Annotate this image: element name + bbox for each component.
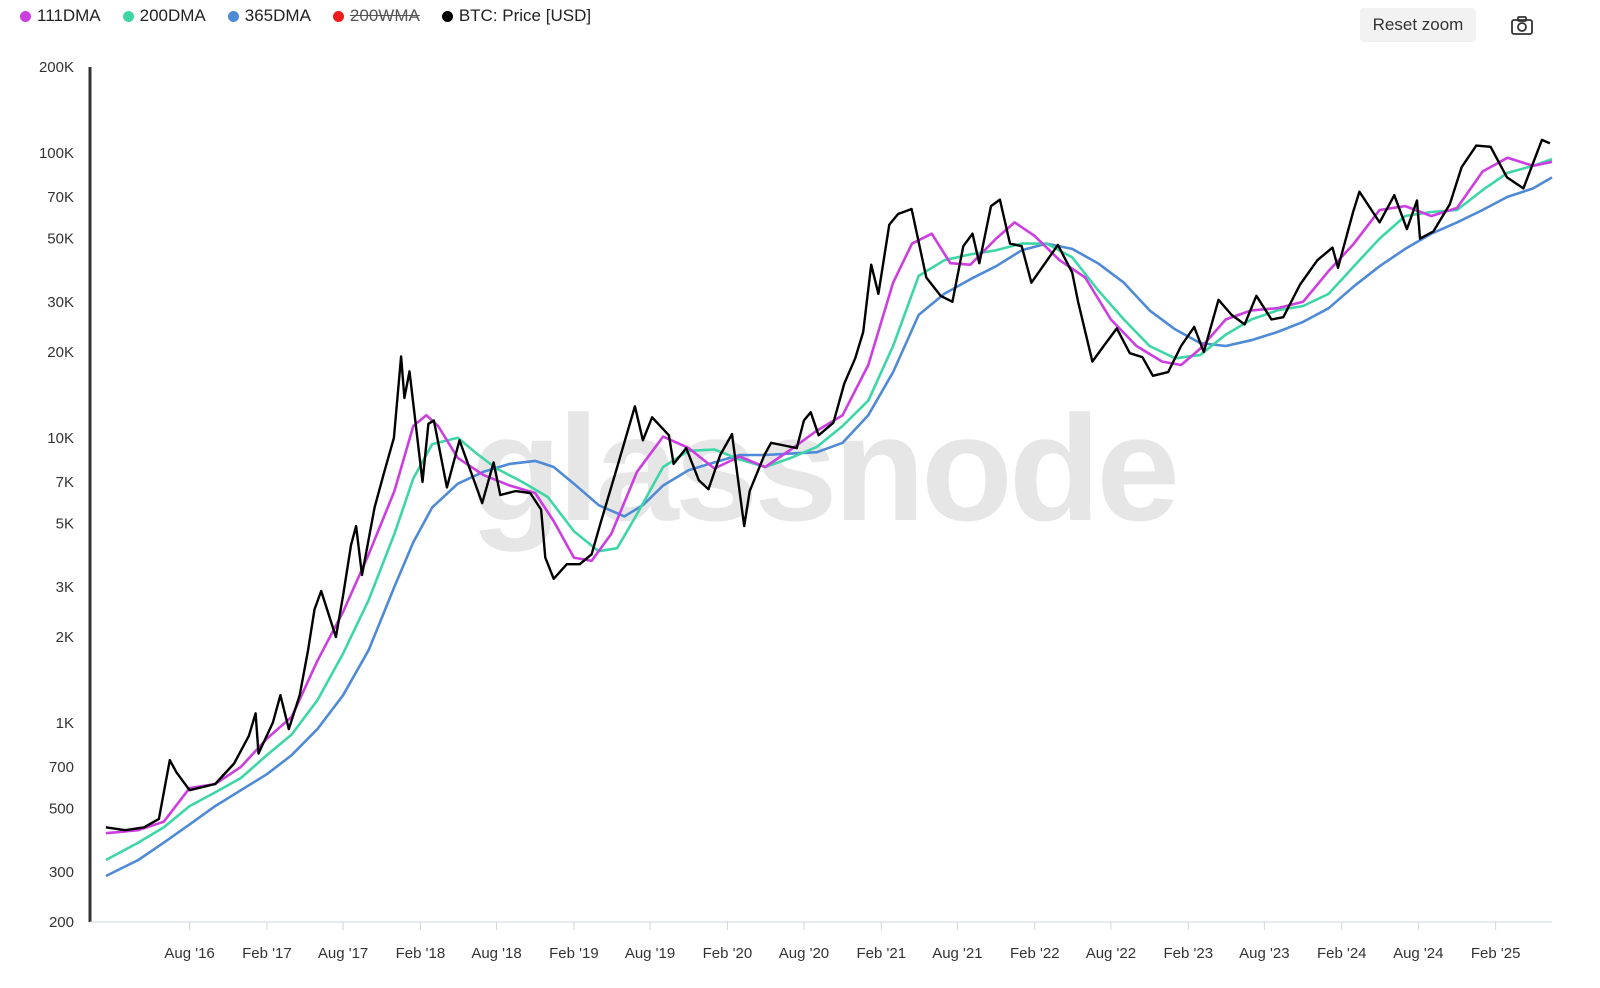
legend-dot: [227, 10, 239, 22]
y-tick-label: 70K: [47, 189, 74, 206]
legend-label: BTC: Price [USD]: [458, 6, 592, 25]
series-line-price: [105, 138, 1551, 832]
legend-label: 365DMA: [244, 6, 311, 25]
y-tick-label: 200: [49, 914, 74, 931]
x-tick-label: Feb '24: [1317, 945, 1367, 962]
x-tick-label: Feb '20: [703, 945, 753, 962]
x-tick-label: Aug '20: [779, 945, 829, 962]
watermark: glassnode: [470, 384, 1176, 552]
x-tick-label: Feb '25: [1471, 945, 1521, 962]
y-tick-label: 300: [49, 864, 74, 881]
legend-item-price[interactable]: BTC: Price [USD]: [441, 6, 592, 26]
series-line-dma200: [105, 157, 1553, 862]
y-tick-label: 500: [49, 801, 74, 818]
x-tick-label: Feb '19: [549, 945, 599, 962]
series-line-dma111: [105, 156, 1553, 835]
legend-item-dma365[interactable]: 365DMA: [227, 6, 311, 26]
x-tick-label: Aug '16: [164, 945, 214, 962]
y-tick-label: 20K: [47, 344, 74, 361]
legend-label: 111DMA: [37, 6, 101, 25]
series-line-dma365: [105, 176, 1553, 878]
legend-dot: [441, 10, 453, 22]
x-tick-label: Aug '24: [1393, 945, 1443, 962]
x-tick-label: Aug '19: [625, 945, 675, 962]
x-tick-label: Feb '23: [1163, 945, 1213, 962]
y-tick-label: 10K: [47, 430, 74, 447]
legend-dot: [122, 10, 134, 22]
x-tick-label: Aug '17: [318, 945, 368, 962]
y-tick-label: 1K: [56, 715, 74, 732]
x-tick-label: Aug '23: [1239, 945, 1289, 962]
y-tick-label: 200K: [39, 59, 74, 76]
y-tick-label: 5K: [56, 516, 74, 533]
legend-item-dma111[interactable]: 111DMA: [20, 6, 101, 26]
x-tick-label: Aug '22: [1086, 945, 1136, 962]
y-tick-label: 3K: [56, 579, 74, 596]
legend-label: 200DMA: [139, 6, 206, 25]
x-tick-label: Feb '18: [396, 945, 446, 962]
legend-dot: [332, 10, 344, 22]
x-tick-label: Aug '21: [932, 945, 982, 962]
y-tick-label: 700: [49, 759, 74, 776]
legend-label: 200WMA: [349, 6, 420, 25]
chart-legend: 111DMA 200DMA 365DMA 200WMA BTC: Price [USD]: [20, 6, 591, 26]
y-tick-label: 50K: [47, 231, 74, 248]
legend-item-dma200[interactable]: 200DMA: [122, 6, 206, 26]
legend-item-wma200[interactable]: 200WMA: [332, 6, 420, 26]
x-tick-label: Feb '21: [857, 945, 907, 962]
x-tick-label: Feb '22: [1010, 945, 1060, 962]
reset-zoom-button[interactable]: Reset zoom: [1360, 8, 1476, 42]
y-tick-label: 30K: [47, 294, 74, 311]
y-tick-label: 7K: [56, 474, 74, 491]
y-tick-label: 2K: [56, 629, 74, 646]
x-tick-label: Aug '18: [471, 945, 521, 962]
legend-dot: [20, 10, 31, 22]
y-tick-label: 100K: [39, 145, 74, 162]
x-tick-label: Feb '17: [242, 945, 292, 962]
camera-icon[interactable]: [1506, 10, 1538, 42]
